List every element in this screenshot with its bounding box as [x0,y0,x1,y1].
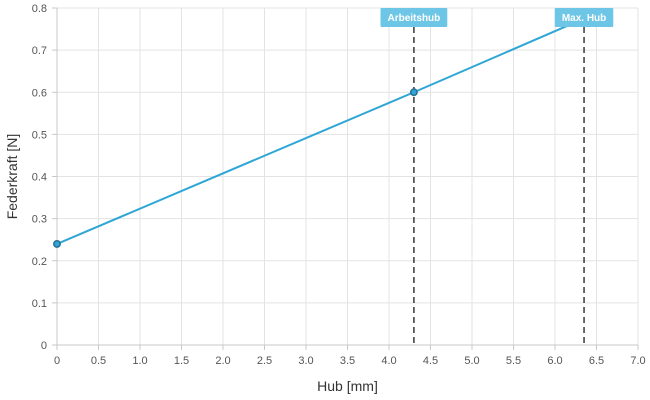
x-tick-label: 1.5 [174,355,189,367]
series-line [56,17,585,245]
y-tick-label: 0 [41,340,47,352]
x-tick-label: 7.0 [630,355,645,367]
y-tick-label: 0.7 [32,45,47,57]
x-tick-labels: 0 0.5 1.0 1.5 2.0 2.5 3.0 3.5 4.0 4.5 5.0 5.5 6.0 6.5… [54,355,646,367]
marker-label: Max. Hub [554,8,614,27]
x-tick-label: 4.5 [423,355,438,367]
y-tick-label: 0.1 [32,298,47,310]
grid [57,7,639,345]
marker-label-text: Max. Hub [562,13,606,24]
marker-label: Arbeitshub [380,8,448,27]
x-tick-label: 6.0 [547,355,562,367]
marker-label-box [380,8,448,27]
y-tick-label: 0.6 [32,87,47,99]
x-tick-label: 0 [54,355,60,367]
axes [52,7,639,350]
y-axis-title: Federkraft [N] [4,134,20,220]
y-tick-labels: 0 0.1 0.2 0.3 0.4 0.5 0.6 0.7 0.8 [32,3,47,352]
x-tick-label: 5.5 [506,355,521,367]
x-tick-label: 5.0 [464,355,479,367]
y-tick-label: 0.5 [32,129,47,141]
x-tick-label: 3.5 [340,355,355,367]
marker-label-text: Arbeitshub [388,13,441,24]
x-tick-label: 1.0 [132,355,147,367]
x-tick-label: 0.5 [91,355,106,367]
marker-label-box [554,8,614,27]
x-tick-label: 4.0 [381,355,396,367]
marker-labels: Arbeitshub Max. Hub [380,8,614,27]
x-axis-title: Hub [mm] [317,378,378,394]
x-tick-label: 6.5 [589,355,604,367]
y-tick-label: 0.2 [32,256,47,268]
x-tick-label: 3.0 [298,355,313,367]
data-point[interactable] [53,239,61,248]
x-tick-label: 2.5 [257,355,272,367]
x-tick-label: 2.0 [215,355,230,367]
y-tick-label: 0.3 [32,214,47,226]
y-tick-label: 0.8 [32,3,47,15]
data-point[interactable] [409,88,418,97]
y-tick-label: 0.4 [32,172,47,184]
marker-lines [413,27,585,345]
